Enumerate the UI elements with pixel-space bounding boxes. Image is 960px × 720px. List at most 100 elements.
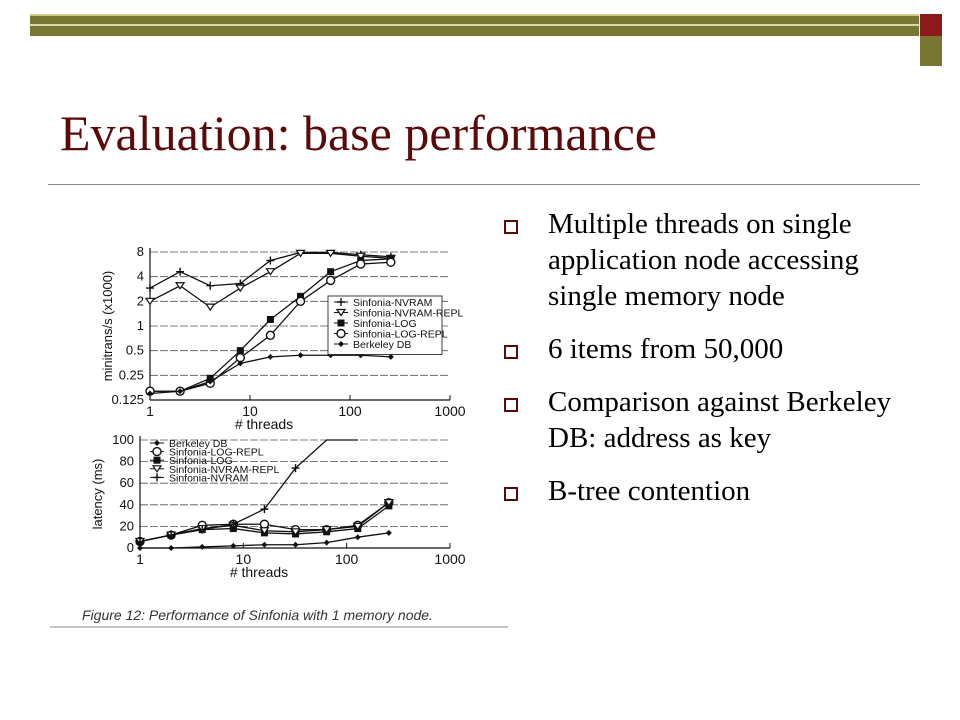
x-tick-label: 10 bbox=[242, 403, 258, 419]
data-point bbox=[386, 252, 395, 261]
data-point bbox=[297, 292, 305, 300]
data-point bbox=[166, 530, 176, 540]
data-point bbox=[266, 256, 275, 265]
legend-label: Berkeley DB bbox=[353, 339, 411, 351]
title-divider bbox=[48, 184, 920, 185]
series-line bbox=[150, 261, 391, 392]
x-tick-label: 100 bbox=[335, 551, 359, 567]
y-tick-label: 0.5 bbox=[126, 343, 144, 358]
series-line bbox=[149, 251, 391, 289]
data-point bbox=[205, 303, 216, 312]
data-point bbox=[206, 281, 215, 290]
data-point bbox=[385, 502, 393, 510]
legend-label: Sinfonia-LOG bbox=[169, 455, 233, 467]
x-axis-label: # threads bbox=[230, 564, 288, 580]
x-tick-label: 1000 bbox=[434, 551, 465, 567]
legend-frame bbox=[327, 295, 443, 355]
data-point bbox=[235, 284, 246, 293]
data-point bbox=[136, 537, 144, 546]
legend-marker bbox=[335, 308, 347, 317]
y-axis-label: minitrans/s (x1000) bbox=[100, 271, 115, 382]
data-point bbox=[265, 330, 276, 341]
x-tick-label: 10 bbox=[236, 551, 252, 567]
legend-marker bbox=[337, 319, 345, 327]
data-point bbox=[295, 296, 306, 307]
data-point bbox=[292, 530, 300, 538]
throughput-chart: 0.125 0.25 0.5 1 2 4 8 1 10 100 1000 # threads minit… bbox=[100, 244, 466, 432]
y-tick-label: 4 bbox=[137, 269, 144, 284]
data-point bbox=[134, 537, 146, 546]
series-line bbox=[139, 505, 390, 543]
legend-label: Sinfonia-NVRAM bbox=[169, 472, 248, 484]
figure-caption: Figure 12: Performance of Sinfonia with … bbox=[82, 607, 433, 623]
slide-title: Evaluation: base performance bbox=[60, 105, 657, 161]
data-point bbox=[236, 347, 244, 355]
data-point bbox=[236, 279, 245, 288]
legend-marker bbox=[338, 341, 344, 347]
data-point bbox=[259, 527, 270, 535]
data-point bbox=[267, 353, 274, 360]
bullet-text: B-tree contention bbox=[548, 475, 751, 507]
data-point bbox=[175, 386, 185, 396]
bullet-square-icon bbox=[504, 487, 518, 501]
data-point bbox=[146, 387, 154, 395]
series-sinfonia-log bbox=[146, 255, 395, 395]
data-point bbox=[230, 542, 237, 549]
bullet-item: Comparison against Berkeley DB: address … bbox=[498, 384, 918, 456]
bullet-square-icon bbox=[504, 345, 518, 359]
data-point bbox=[357, 257, 365, 265]
data-point bbox=[352, 522, 363, 531]
data-point bbox=[383, 499, 394, 507]
y-tick-label: 100 bbox=[112, 432, 134, 447]
data-point bbox=[356, 259, 366, 269]
data-point bbox=[198, 526, 206, 534]
data-point bbox=[176, 267, 185, 276]
series-sinfonia-nvram-repl bbox=[144, 249, 396, 312]
y-tick-label: 1 bbox=[137, 318, 144, 333]
bullet-list: Multiple threads on single application n… bbox=[498, 206, 918, 526]
legend-label: Sinfonia-NVRAM-REPL bbox=[169, 464, 279, 476]
series-line bbox=[140, 532, 389, 549]
data-point bbox=[325, 275, 336, 286]
legend-label: Berkeley DB bbox=[169, 438, 227, 450]
y-tick-label: 20 bbox=[120, 518, 134, 533]
data-point bbox=[174, 282, 186, 290]
data-point bbox=[168, 545, 175, 551]
data-point bbox=[386, 257, 396, 267]
data-point bbox=[235, 353, 246, 363]
data-point bbox=[144, 297, 156, 306]
bullet-item: 6 items from 50,000 bbox=[498, 331, 918, 367]
data-point bbox=[228, 519, 239, 529]
series-line bbox=[149, 354, 391, 395]
data-point bbox=[384, 497, 394, 508]
x-tick-label: 1000 bbox=[434, 403, 465, 419]
series-sinfonia-log-repl bbox=[135, 497, 394, 547]
data-point bbox=[292, 541, 299, 548]
y-axis-label: latency (ms) bbox=[90, 459, 105, 530]
data-point bbox=[147, 390, 153, 397]
legend-label: Sinfonia-NVRAM-REPL bbox=[353, 308, 463, 320]
legend-label: Sinfonia-LOG-REPL bbox=[353, 329, 448, 341]
data-point bbox=[199, 543, 206, 550]
legend-marker bbox=[153, 473, 161, 482]
series-line bbox=[149, 252, 391, 308]
legend-label: Sinfonia-LOG bbox=[353, 318, 417, 330]
series-sinfonia-nvram-repl bbox=[134, 499, 394, 546]
bullet-text: Comparison against Berkeley DB: address … bbox=[548, 386, 892, 454]
data-point bbox=[167, 531, 175, 539]
legend-label: Sinfonia-NVRAM bbox=[353, 297, 432, 309]
series-line bbox=[139, 439, 358, 543]
data-point bbox=[323, 528, 331, 536]
legend-marker bbox=[152, 446, 162, 457]
data-point bbox=[295, 249, 306, 258]
x-tick-label: 100 bbox=[338, 403, 362, 419]
data-point bbox=[385, 529, 392, 536]
series-sinfonia-nvram bbox=[136, 439, 358, 546]
data-point bbox=[167, 531, 176, 540]
data-point bbox=[385, 254, 396, 263]
data-point bbox=[290, 528, 301, 536]
bullet-text: 6 items from 50,000 bbox=[548, 333, 784, 365]
data-point bbox=[266, 316, 274, 324]
series-sinfonia-log bbox=[136, 502, 393, 546]
corner-accent-olive bbox=[920, 36, 942, 66]
